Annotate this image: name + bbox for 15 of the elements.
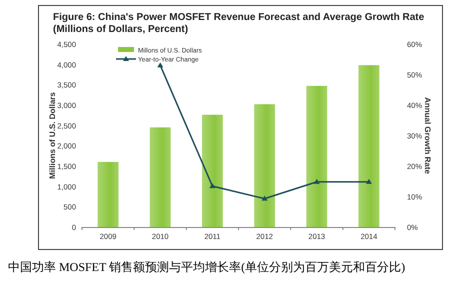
point: [262, 196, 268, 201]
point: [314, 178, 320, 184]
bar: [254, 104, 276, 227]
bar: [98, 162, 119, 227]
point: [157, 62, 164, 68]
bar: [358, 65, 380, 227]
y-axis-title: Millions of U.S. Dollars: [48, 92, 57, 179]
bar: [202, 114, 223, 227]
point: [366, 178, 372, 184]
chart-title: Figure 6: China's Power MOSFET Revenue Forecast and Average Growth Rate (Millions of Dollars, Percent): [53, 12, 425, 35]
text: 中国功率 MOSFET 销售额预测与平均增长率(单位分别为百万美元和百分比): [8, 260, 406, 274]
point: [209, 183, 216, 188]
bar: [306, 86, 328, 227]
y2-axis-title: Annual Growth Rate: [423, 97, 432, 174]
bar: [150, 127, 171, 227]
